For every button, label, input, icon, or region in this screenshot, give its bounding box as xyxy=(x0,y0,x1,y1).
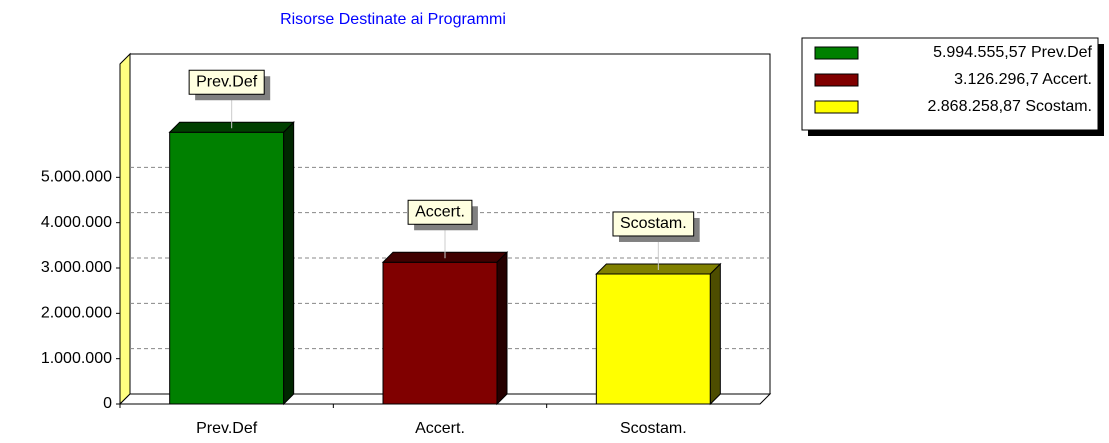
chart-title: Risorse Destinate ai Programmi xyxy=(280,11,506,28)
bar-side xyxy=(496,251,508,406)
left-wall xyxy=(119,52,131,406)
data-label: Prev.Def xyxy=(196,73,258,90)
y-tick-label: 2.000.000 xyxy=(41,305,112,322)
y-tick-label: 3.000.000 xyxy=(41,259,112,276)
legend-name: Scostam. xyxy=(1025,98,1092,115)
y-tick-label: 4.000.000 xyxy=(41,214,112,231)
bar xyxy=(169,131,285,405)
legend-value: 3.126.296,7 xyxy=(954,71,1039,88)
y-tick-label: 0 xyxy=(103,395,112,412)
data-label-box xyxy=(407,199,473,225)
x-tick-label: Scostam. xyxy=(620,420,687,437)
y-tick-label: 1.000.000 xyxy=(41,350,112,367)
bar xyxy=(595,273,711,405)
legend-label: 5.994.555,57 Prev.Def xyxy=(933,44,1092,61)
x-tick-label: Accert. xyxy=(415,420,465,437)
x-tick-label: Prev.Def xyxy=(196,420,258,437)
data-label-box xyxy=(612,211,695,237)
legend-label: 3.126.296,7 Accert. xyxy=(954,71,1092,88)
data-label: Scostam. xyxy=(620,215,687,232)
legend-swatch xyxy=(814,73,859,87)
bar-side xyxy=(709,262,721,406)
legend-value: 2.868.258,87 xyxy=(927,98,1021,115)
bar xyxy=(382,261,498,405)
legend-swatch xyxy=(814,100,859,114)
legend-name: Prev.Def xyxy=(1031,44,1093,61)
legend-name: Accert. xyxy=(1042,71,1092,88)
legend-value: 5.994.555,57 xyxy=(933,44,1027,61)
y-tick-label: 5.000.000 xyxy=(41,169,112,186)
legend-label: 2.868.258,87 Scostam. xyxy=(927,98,1092,115)
data-label-box xyxy=(188,69,265,95)
data-label: Accert. xyxy=(415,203,465,220)
bar-side xyxy=(283,121,295,406)
legend-swatch xyxy=(814,46,859,60)
